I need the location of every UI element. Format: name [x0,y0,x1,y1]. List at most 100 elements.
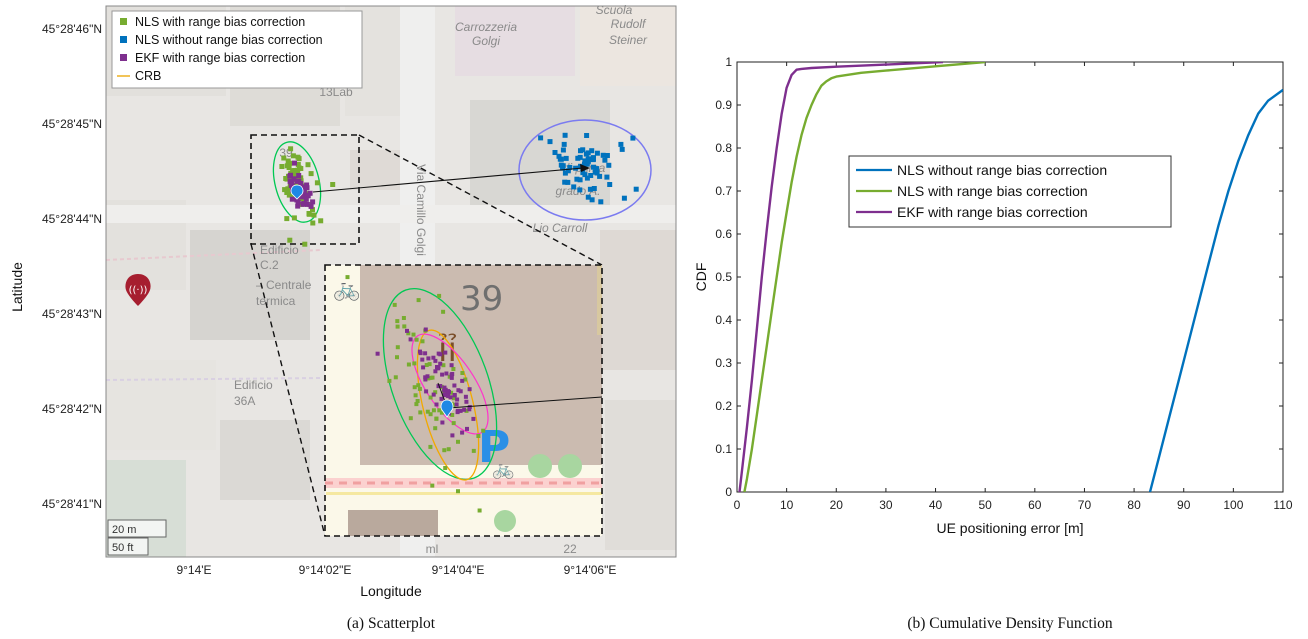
scatter-point [287,178,293,184]
scatter-point [464,408,469,413]
map-label-edificio-c2-4: termica [256,294,296,308]
scatter-point [471,448,476,453]
y-tick-label: 45°28'41"N [42,497,102,511]
legend-marker-nls-without [120,36,127,43]
base-station-icon: ((·)) [125,274,151,306]
scatter-point [436,384,441,389]
scatter-point [444,371,449,376]
series-nls-without-points [538,132,639,205]
scatter-point [445,391,450,396]
scatter-x-axis-label: Longitude [360,583,422,599]
scatter-point [567,164,573,170]
scatter-point [413,393,418,398]
x-tick-label: 9°14'02"E [299,563,352,577]
y-tick-label: 0.5 [715,270,732,284]
x-tick-label: 9°14'04"E [432,563,485,577]
map-label-school-3: Steiner [609,33,648,47]
scatter-point [423,327,428,332]
scatter-point [591,164,596,170]
scatter-point [299,192,305,198]
scatter-point [311,212,317,218]
scatter-point [442,448,447,453]
scatter-point [561,141,567,147]
scatter-point [449,375,454,380]
scatter-point [577,154,583,160]
y-tick-label: 0.1 [715,442,732,456]
scatter-point [598,199,604,205]
scatter-point [418,410,423,415]
scatter-point [580,147,586,153]
scatter-point [481,428,486,433]
y-tick-label: 0.7 [715,184,732,198]
scatter-point [392,302,397,307]
scatter-point [288,181,294,187]
scatter-point [456,489,460,494]
scatter-point [440,420,445,425]
legend-label-ekf-cdf: EKF with range bias correction [897,204,1088,220]
scatter-point [288,172,293,178]
scatter-point [401,316,406,320]
scatter-point [416,383,421,388]
scatter-point [310,199,316,205]
cdf-y-axis-label: CDF [693,263,709,292]
scatter-point [284,190,290,195]
scatter-point [463,394,468,399]
scale-bar: 20 m 50 ft [107,519,167,556]
map-label-carrozzeria-2: Golgi [472,34,500,48]
ellipse-crb-inset [416,329,480,481]
scatter-point [607,182,613,187]
scatter-point [304,192,310,198]
scatter-point [292,168,298,173]
scatter-point [283,176,289,181]
scatter-point [301,201,307,207]
ellipse-nls-with-inset [382,287,498,481]
scatter-point [290,153,296,159]
scatter-point [467,387,472,392]
map-overlay-text-3: Lio Carroll [533,221,588,235]
x-tick-label: 90 [1177,498,1191,512]
scatter-point [587,186,593,192]
cdf-caption: (b) Cumulative Density Function [907,615,1113,632]
scatter-point [310,207,315,213]
scatter-y-ticks: 45°28'46"N 45°28'45"N 45°28'44"N 45°28'4… [42,22,102,511]
scatter-point [443,350,448,355]
scatter-point [286,165,292,170]
legend-marker-nls-with [120,18,127,25]
scatter-point [281,155,287,161]
x-tick-label: 9°14'06"E [564,563,617,577]
scatter-point [433,426,438,431]
map-label-school-2: Rudolf [611,17,647,31]
scatter-point [296,173,302,178]
scatter-point [452,396,456,401]
scatter-point [633,186,639,192]
map-label-22: 22 [563,542,577,556]
cdf-panel: 0 10 20 30 40 50 60 70 80 90 100 110 0 0.1 0.2 0.3 0.4 0.… [693,55,1293,632]
map-label-school-1: Scuola [596,3,633,17]
scatter-point [456,439,460,444]
svg-text:((·)): ((·)) [129,285,148,296]
scatter-point [591,186,597,191]
scatter-point [630,135,636,141]
scatter-point [408,416,413,421]
scatter-point [291,215,297,221]
scatter-point [298,181,304,186]
scatter-point [414,402,419,407]
scatter-point [427,362,432,367]
scatter-point [405,328,409,333]
scatter-point [565,168,571,174]
scatter-point [604,174,610,180]
scatter-point [446,394,451,398]
inset-ekf-points [375,327,476,438]
scatter-point [449,363,454,368]
scale-bar-imperial: 50 ft [112,542,133,554]
scatter-point [574,176,580,182]
y-tick-label: 0 [725,485,732,499]
scatter-point [584,175,590,181]
map-label-ml: ml [426,542,439,556]
restroom-icon: ỉỉ [438,330,457,370]
x-tick-label: 50 [979,498,993,512]
scatter-point [460,378,465,383]
scatter-point [618,141,624,147]
scatter-point [584,133,590,138]
scatter-point [585,194,591,200]
